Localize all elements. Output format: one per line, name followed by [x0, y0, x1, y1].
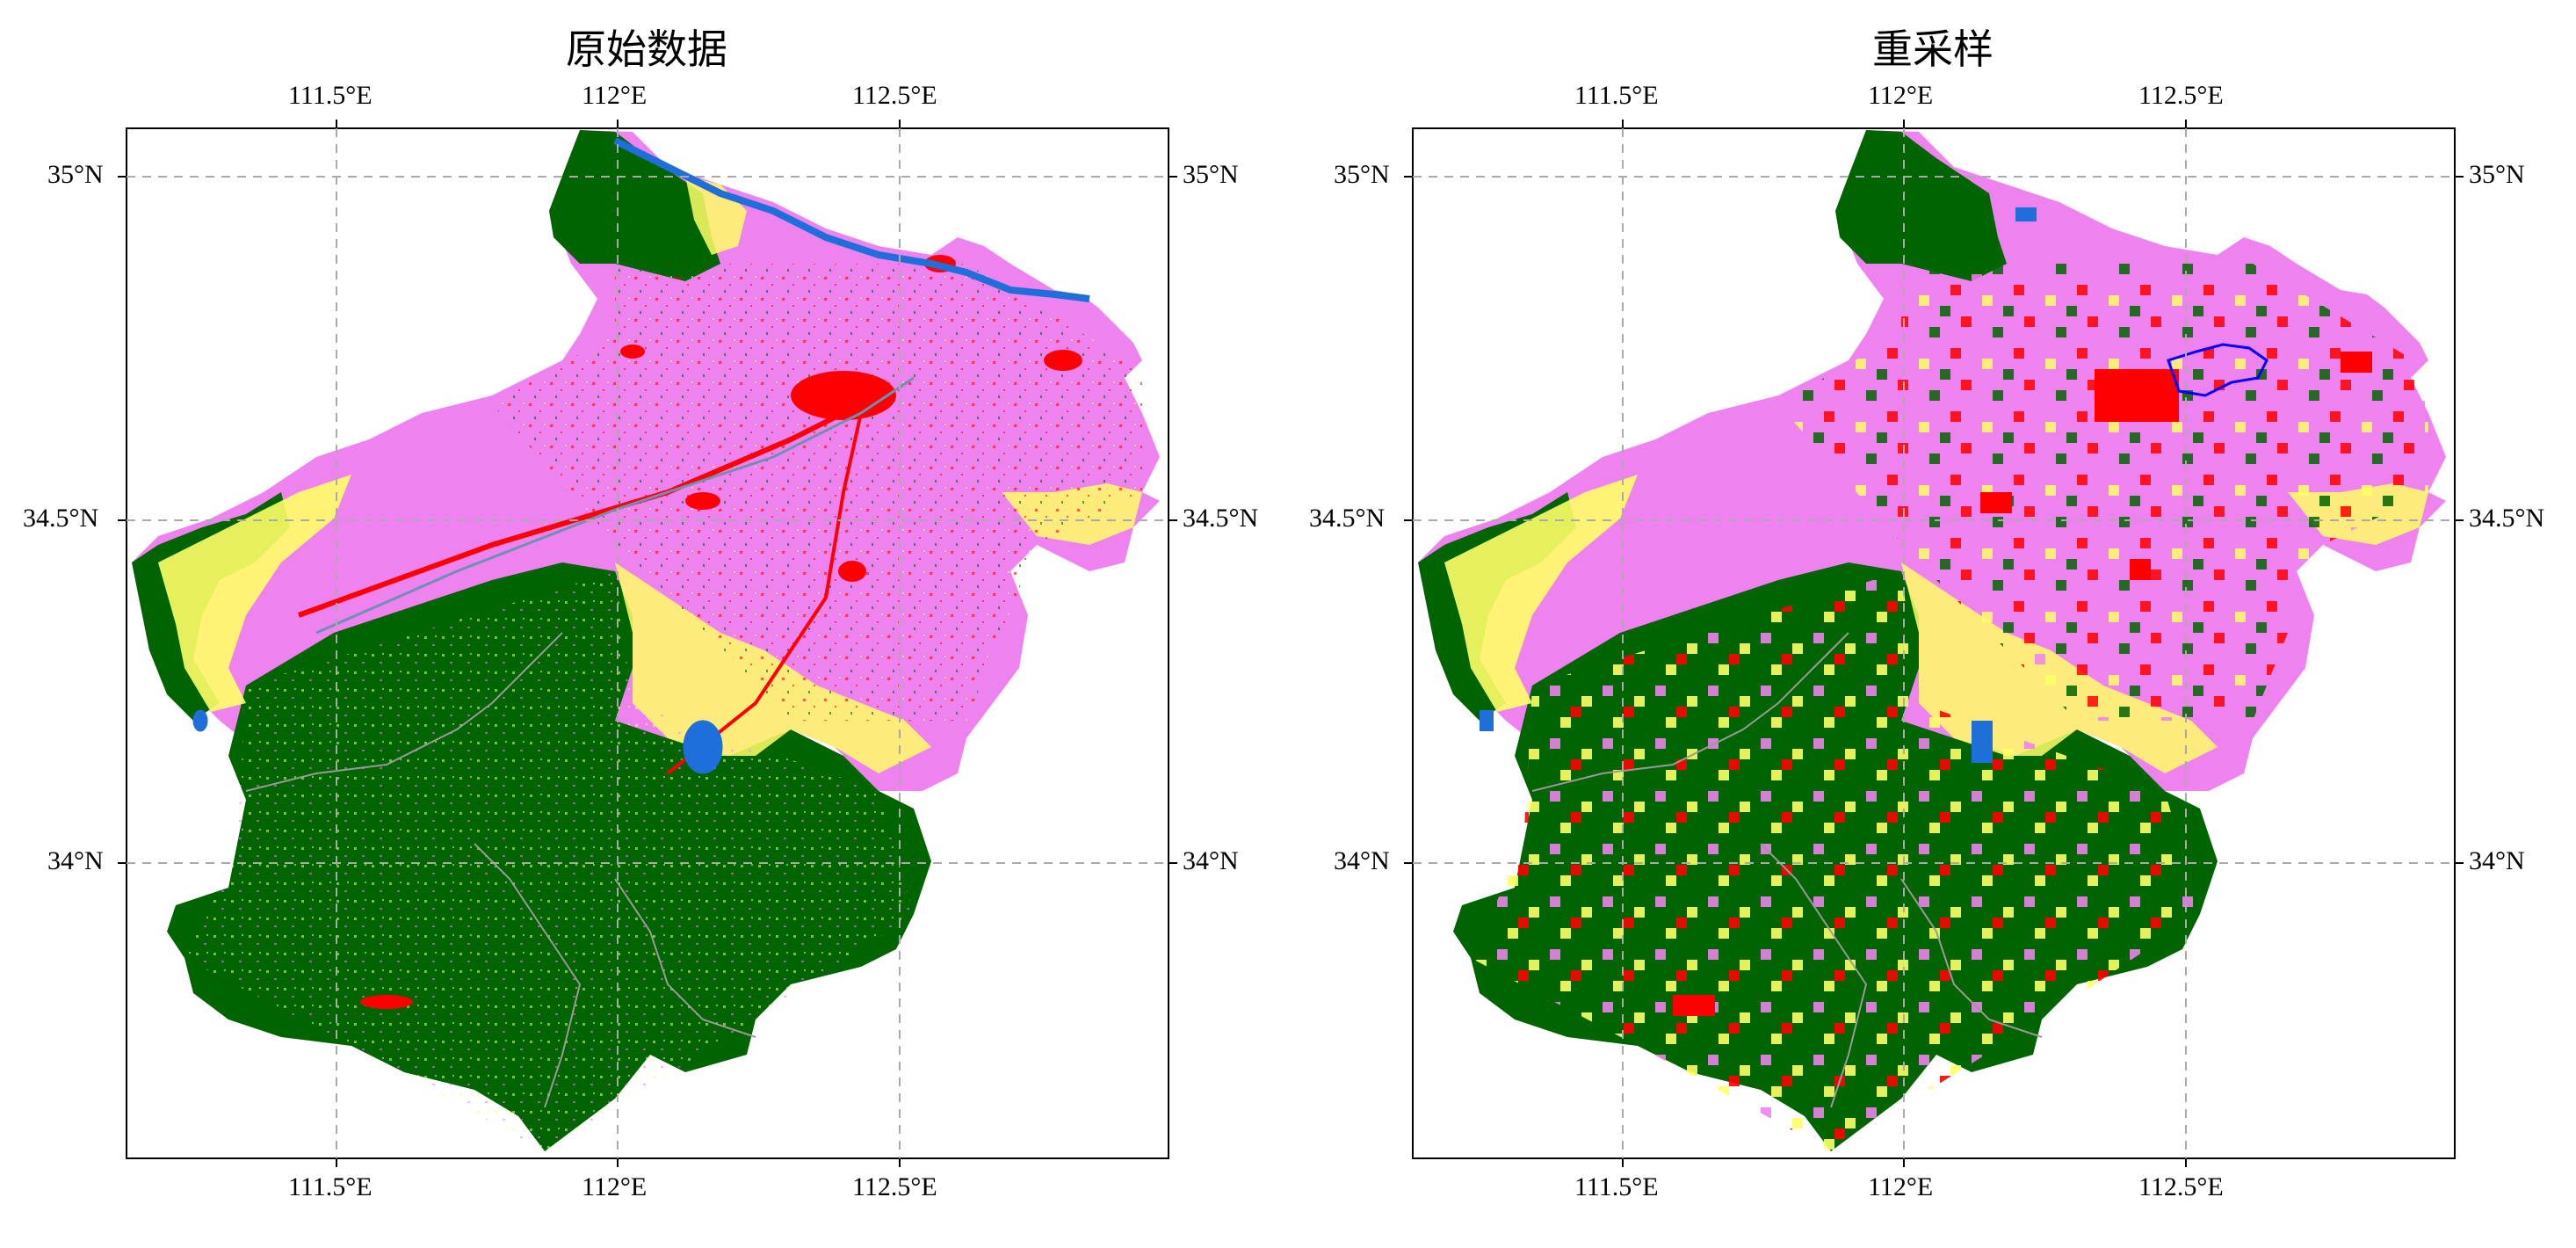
right-map-frame [1412, 127, 2456, 1159]
right-top-xtick-3: 112.5°E [2138, 81, 2224, 110]
left-yellow-river [613, 137, 1090, 302]
left-reservoir [683, 720, 723, 774]
left-luo-river [315, 376, 915, 635]
left-admin-boundaries [245, 632, 756, 1108]
left-right-ytick-3: 34°N [1183, 846, 1239, 875]
left-region-grass-1 [158, 475, 351, 712]
right-city-east [2341, 352, 2372, 373]
right-top-xtick-1: 111.5°E [1574, 81, 1659, 110]
right-small-reservoir [1480, 710, 1494, 731]
left-bottom-xtick-1: 111.5°E [288, 1172, 373, 1201]
right-city-southwest [1673, 995, 1715, 1016]
right-texture-cropland [1778, 264, 2428, 721]
left-texture-cropland [492, 264, 1142, 721]
right-city-outline [2167, 343, 2268, 397]
right-admin-boundaries [1531, 632, 2043, 1108]
right-texture-forest [1471, 571, 2200, 1151]
left-gridlines [127, 128, 1169, 1158]
left-top-xtick-3: 112.5°E [852, 81, 937, 110]
left-city-east [1044, 350, 1082, 371]
right-ytick-1: 35°N [1334, 160, 1390, 189]
left-panel-title: 原始数据 [566, 25, 727, 73]
right-panel-title: 重采样 [1872, 25, 1994, 73]
right-right-ytick-2: 34.5°N [2469, 504, 2545, 533]
right-water [1480, 207, 2268, 763]
right-gridlines [1413, 128, 2455, 1158]
left-city-south [838, 561, 866, 582]
right-city-luoyang [2095, 369, 2179, 422]
right-bottom-xtick-2: 112°E [1868, 1172, 1934, 1201]
right-map [1404, 120, 2464, 1167]
right-river-pixel [2015, 207, 2037, 221]
left-ticks [118, 120, 1177, 1167]
left-ytick-1: 35°N [47, 160, 104, 189]
left-map-frame [126, 127, 1169, 1159]
left-city-southwest [360, 995, 413, 1009]
right-ytick-2: 34.5°N [1309, 504, 1386, 533]
left-road-south [666, 412, 863, 775]
right-region-grass-1 [1444, 475, 1638, 712]
right-bottom-xtick-1: 111.5°E [1574, 1172, 1659, 1201]
left-water [192, 137, 1090, 774]
right-city-south [2130, 559, 2151, 580]
right-ytick-3: 34°N [1334, 846, 1390, 875]
left-right-ytick-1: 35°N [1183, 160, 1239, 189]
right-right-ytick-1: 35°N [2469, 160, 2525, 189]
left-small-reservoir [192, 709, 208, 732]
right-region-forest-north [1835, 130, 2007, 281]
left-region-forest-north [549, 130, 720, 281]
right-right-ytick-3: 34°N [2469, 846, 2525, 875]
right-ticks [1404, 120, 2464, 1167]
left-ytick-3: 34°N [47, 846, 104, 875]
left-top-xtick-1: 111.5°E [288, 81, 373, 110]
right-city-west [1980, 492, 2012, 513]
left-ytick-2: 34.5°N [23, 504, 99, 533]
right-builtup-areas [1673, 352, 2372, 1016]
left-map [118, 120, 1177, 1167]
right-top-xtick-2: 112°E [1868, 81, 1934, 110]
left-right-ytick-2: 34.5°N [1183, 504, 1259, 533]
right-reservoir [1972, 721, 1993, 763]
left-city-west [685, 492, 720, 510]
left-bottom-xtick-3: 112.5°E [852, 1172, 937, 1201]
right-bottom-xtick-3: 112.5°E [2138, 1172, 2224, 1201]
left-city-nw [620, 345, 645, 359]
left-top-xtick-2: 112°E [582, 81, 648, 110]
left-bottom-xtick-2: 112°E [582, 1172, 648, 1201]
